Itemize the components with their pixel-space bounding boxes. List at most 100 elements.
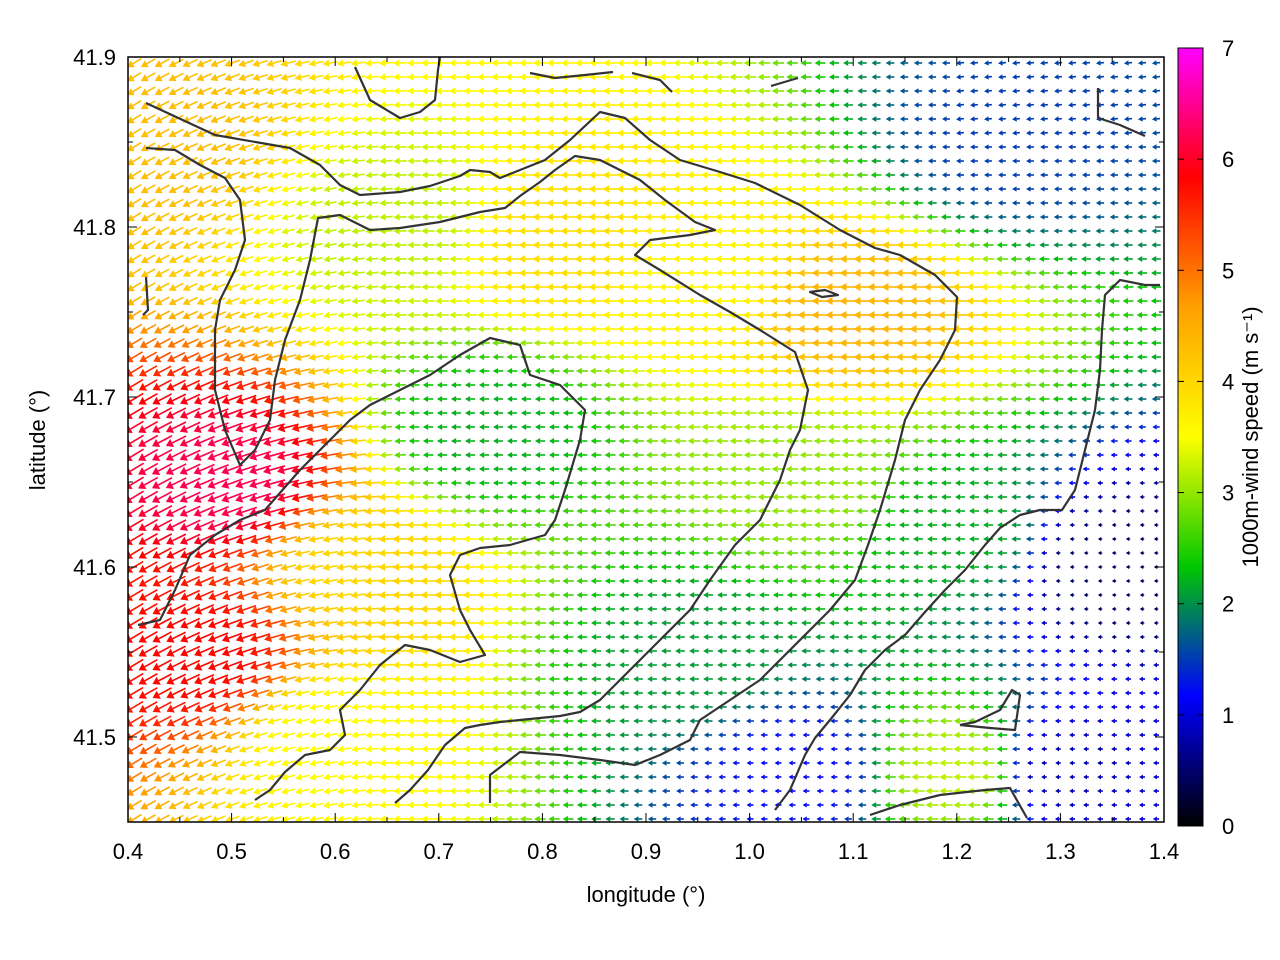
wind-arrow — [742, 199, 758, 207]
wind-arrow — [857, 116, 867, 122]
wind-arrow — [490, 157, 506, 165]
wind-arrow — [841, 171, 855, 179]
wind-arrow — [700, 185, 716, 193]
wind-arrow — [420, 59, 436, 67]
wind-arrow — [154, 198, 170, 208]
wind-arrow — [252, 129, 269, 138]
wind-arrow — [140, 184, 156, 194]
wind-arrow — [337, 199, 351, 207]
wind-arrow — [337, 129, 352, 137]
wind-arrow — [210, 199, 226, 208]
wind-arrow — [970, 102, 978, 108]
wind-arrow — [1151, 130, 1161, 136]
wind-arrow — [365, 129, 379, 137]
wind-arrow — [323, 157, 337, 165]
wind-arrow — [616, 185, 632, 193]
y-tick-label: 41.7 — [73, 385, 116, 410]
wind-arrow — [574, 185, 590, 193]
wind-arrow — [701, 87, 715, 95]
wind-arrow — [927, 200, 937, 206]
wind-arrow — [785, 115, 799, 123]
wind-arrow — [128, 184, 142, 194]
wind-arrow — [504, 87, 520, 95]
wind-arrow — [855, 199, 869, 207]
wind-arrow — [182, 198, 198, 208]
wind-arrow — [1054, 158, 1062, 164]
wind-arrow — [504, 129, 520, 137]
wind-arrow — [154, 72, 170, 82]
wind-arrow — [828, 115, 840, 123]
wind-arrow — [673, 59, 687, 67]
wind-arrow — [828, 143, 840, 151]
wind-arrow — [463, 199, 477, 207]
wind-arrow — [899, 74, 909, 80]
wind-arrow — [842, 157, 854, 165]
wind-arrow — [337, 157, 351, 165]
wind-arrow — [1026, 186, 1034, 192]
wind-arrow — [658, 185, 674, 193]
wind-arrow — [970, 130, 978, 136]
wind-arrow — [210, 87, 227, 96]
wind-arrow — [476, 199, 492, 207]
wind-arrow — [309, 171, 323, 179]
wind-arrow — [140, 86, 156, 96]
wind-arrow — [379, 143, 393, 151]
wind-arrow — [378, 59, 394, 67]
wind-arrow — [871, 158, 881, 164]
wind-arrow — [435, 157, 449, 165]
wind-arrow — [1026, 60, 1035, 66]
wind-arrow — [970, 74, 979, 80]
wind-arrow — [686, 185, 702, 193]
wind-arrow — [281, 199, 295, 207]
wind-arrow — [252, 185, 268, 193]
wind-arrow — [812, 185, 828, 193]
wind-arrow — [393, 199, 407, 207]
wind-arrow — [560, 101, 576, 109]
wind-arrow — [295, 185, 309, 193]
wind-arrow — [140, 72, 156, 82]
wind-arrow — [1082, 144, 1090, 150]
wind-arrow — [784, 171, 800, 179]
wind-arrow — [799, 129, 813, 137]
wind-arrow — [238, 157, 255, 166]
wind-arrow — [786, 59, 798, 67]
x-tick-label: 0.6 — [320, 839, 351, 864]
wind-arrow — [336, 101, 352, 109]
wind-arrow — [1068, 88, 1076, 94]
wind-arrow — [128, 128, 142, 138]
wind-arrow — [490, 73, 506, 81]
wind-arrow — [280, 171, 296, 179]
wind-arrow — [336, 115, 352, 123]
wind-arrow — [630, 59, 646, 67]
wind-arrow — [140, 198, 156, 208]
wind-arrow — [644, 115, 660, 123]
wind-arrow — [1082, 172, 1090, 178]
wind-arrow — [154, 114, 170, 124]
wind-arrow — [955, 186, 965, 192]
wind-arrow — [841, 185, 855, 193]
wind-arrow — [1151, 158, 1161, 164]
wind-arrow — [463, 185, 477, 193]
wind-arrow — [700, 129, 716, 137]
wind-arrow — [857, 102, 867, 108]
wind-arrow — [1096, 172, 1104, 178]
wind-arrow — [942, 88, 950, 94]
wind-arrow — [504, 115, 520, 123]
wind-arrow — [1054, 144, 1062, 150]
wind-arrow — [560, 129, 576, 137]
wind-arrow — [365, 157, 379, 165]
wind-arrow — [1110, 88, 1119, 94]
wind-arrow — [210, 73, 227, 82]
wind-arrow — [799, 143, 813, 151]
wind-arrow — [238, 101, 255, 110]
wind-arrow — [956, 60, 965, 66]
wind-arrow — [463, 171, 477, 179]
wind-arrow — [984, 102, 992, 108]
wind-arrow — [266, 129, 282, 137]
wind-arrow — [728, 157, 744, 165]
wind-arrow — [490, 115, 506, 123]
wind-arrow — [168, 58, 184, 68]
wind-arrow — [970, 144, 978, 150]
wind-arrow — [984, 116, 992, 122]
